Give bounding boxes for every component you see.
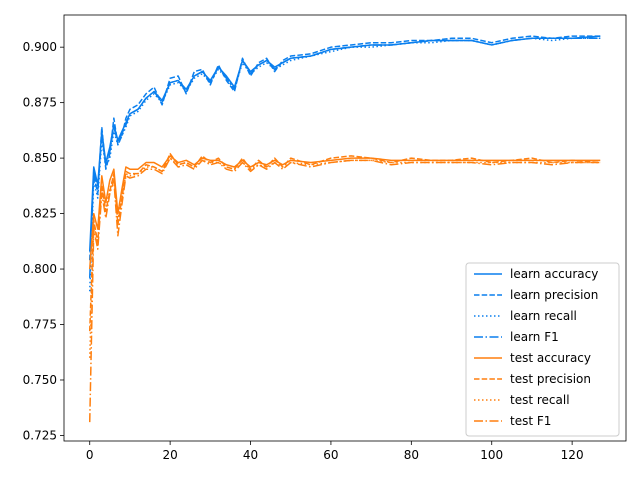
y-tick-label: 0.775 [23, 318, 57, 332]
series-layer [88, 35, 601, 423]
legend: learn accuracy learn precision learn recal… [465, 262, 620, 437]
y-tick-label: 0.800 [23, 262, 57, 276]
y-tick-label: 0.725 [23, 428, 57, 442]
legend-box [465, 262, 620, 437]
x-tick-label: 80 [404, 448, 419, 462]
legend-label: learn accuracy [510, 267, 598, 281]
x-tick-label: 40 [243, 448, 258, 462]
y-tick-label: 0.875 [23, 96, 57, 110]
legend-label: learn recall [510, 309, 577, 323]
y-tick-label: 0.850 [23, 151, 57, 165]
legend-label: test F1 [510, 414, 551, 428]
x-tick-label: 120 [561, 448, 584, 462]
legend-label: test recall [510, 393, 570, 407]
plot-frame [63, 14, 627, 442]
y-tick-label: 0.825 [23, 207, 57, 221]
x-tick-label: 0 [86, 448, 94, 462]
series-line-test-precision [88, 152, 601, 332]
legend-label: test accuracy [510, 351, 591, 365]
series-line-learn-f1 [88, 37, 601, 278]
legend-label: test precision [510, 372, 591, 386]
legend-label: learn precision [510, 288, 598, 302]
y-tick-label: 0.900 [23, 40, 57, 54]
y-tick-label: 0.750 [23, 373, 57, 387]
x-tick-label: 100 [480, 448, 503, 462]
legend-label: learn F1 [510, 330, 559, 344]
series-line-test-f1 [88, 157, 601, 423]
x-tick-label: 60 [323, 448, 338, 462]
x-tick-label: 20 [162, 448, 177, 462]
axes-layer: 0 20 40 60 80 100 120 0.725 0.750 0.775 0.800 0.825… [23, 14, 627, 462]
